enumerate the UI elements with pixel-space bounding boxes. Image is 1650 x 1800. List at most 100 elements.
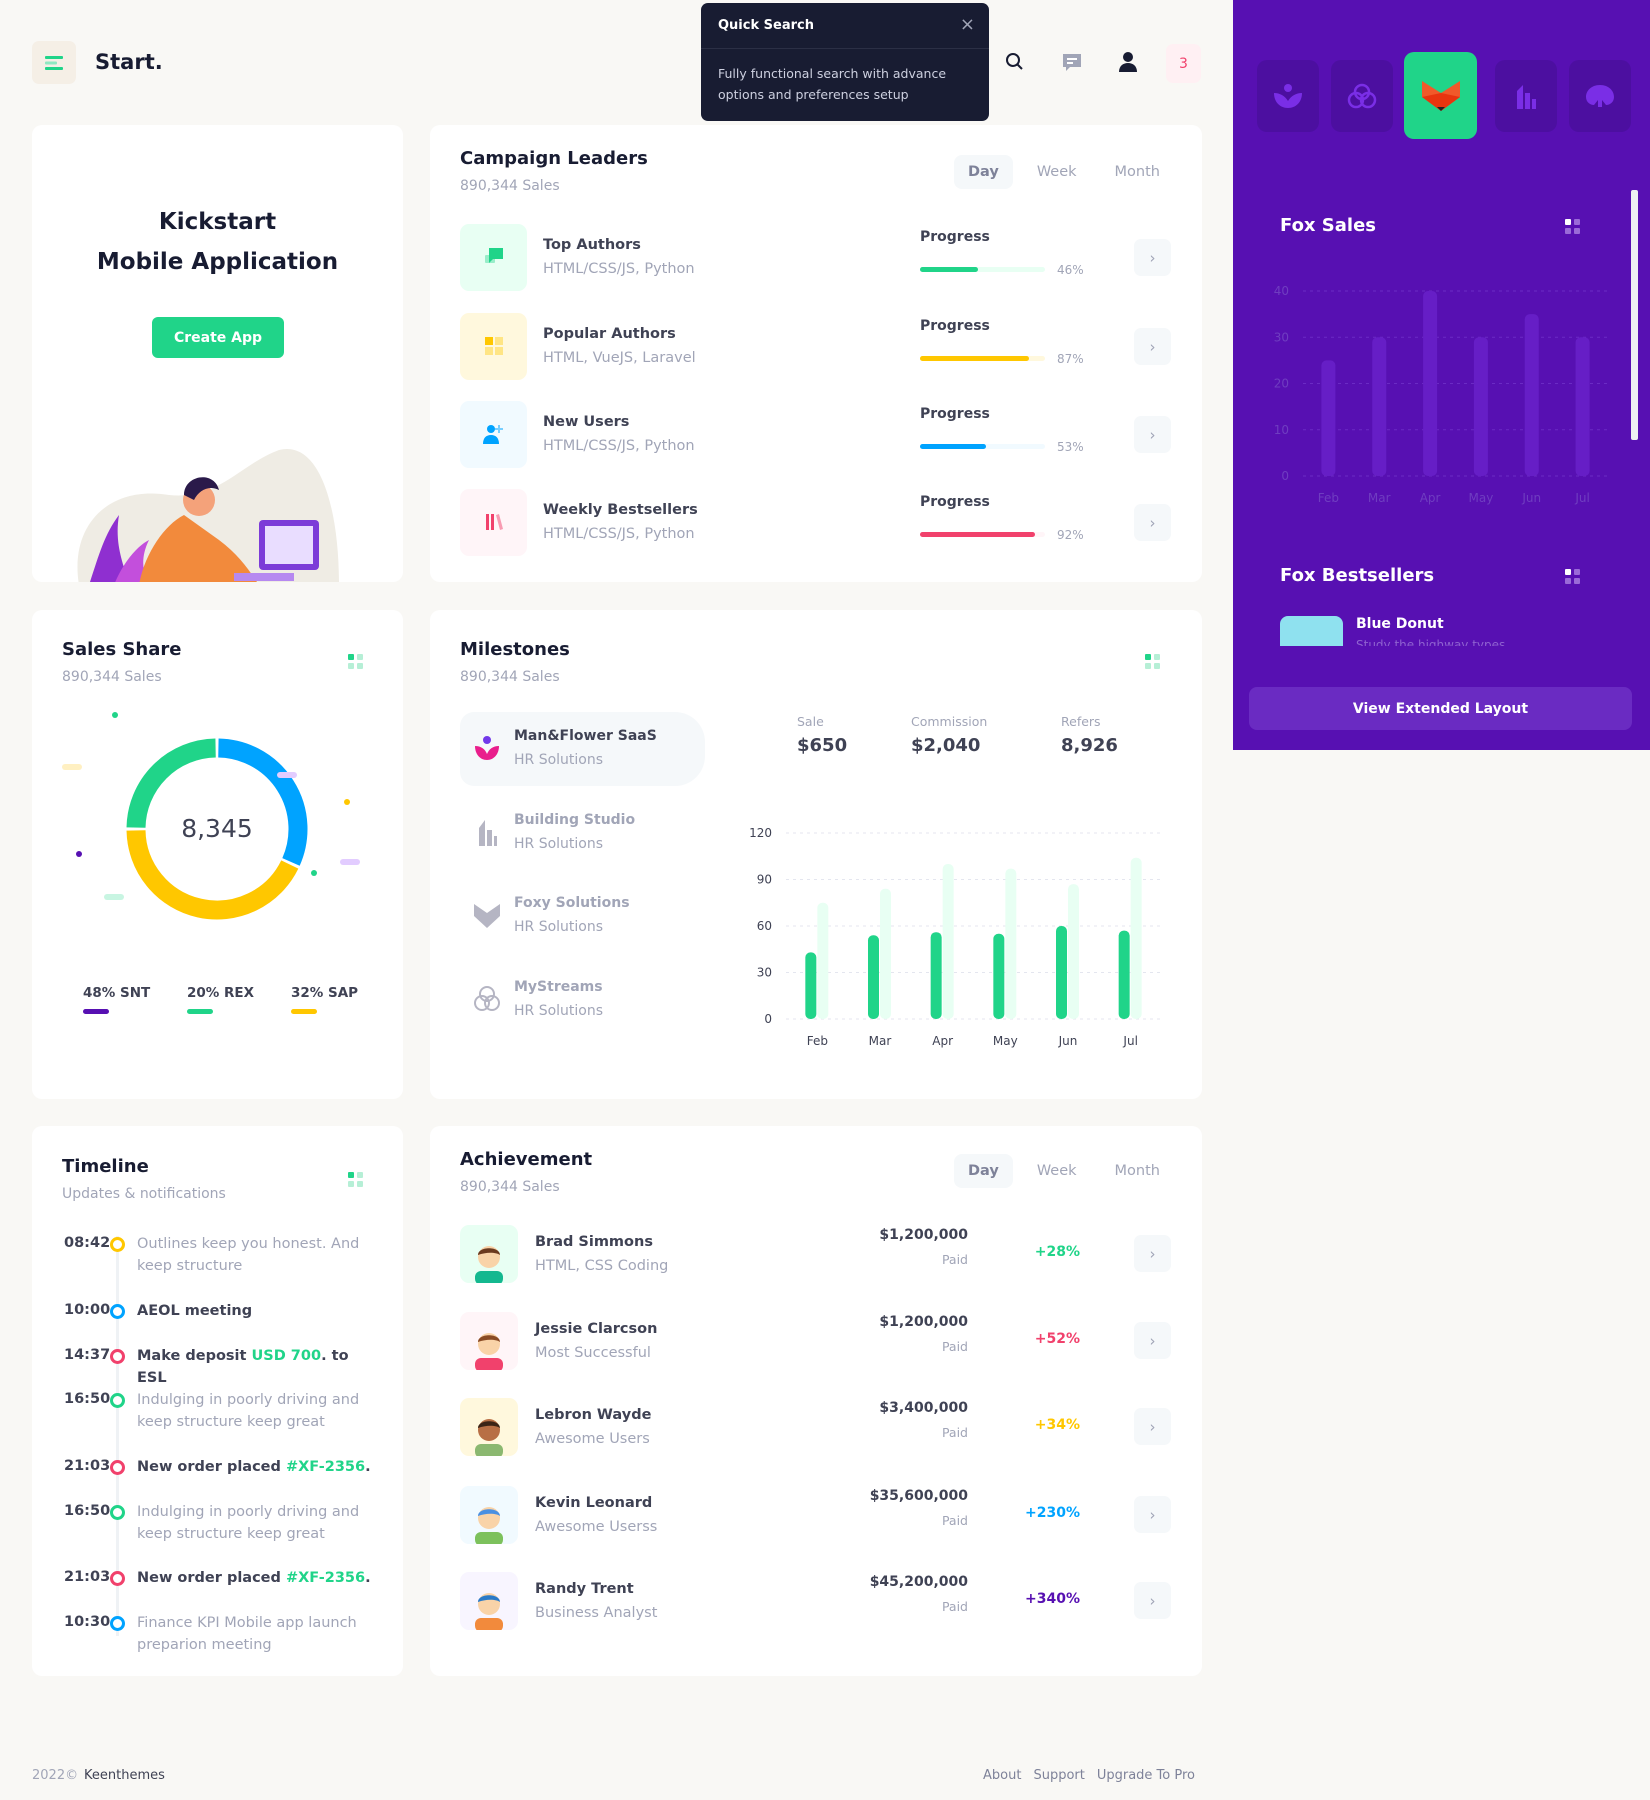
card-title: Timeline	[62, 1156, 149, 1177]
legend-label: 48% SNT	[83, 985, 151, 1001]
footer-company-link[interactable]: Keenthemes	[84, 1768, 165, 1783]
notification-badge[interactable]: 3	[1166, 44, 1201, 83]
row-arrow-button[interactable]: ›	[1134, 1582, 1171, 1619]
progress-percent: 53%	[1057, 440, 1084, 454]
progress-label: Progress	[920, 406, 990, 422]
tab-month[interactable]: Month	[1114, 1163, 1160, 1179]
milestone-name: Building Studio	[514, 812, 636, 828]
stat-label: Sale	[797, 714, 824, 729]
close-icon[interactable]: ×	[959, 14, 975, 35]
y-tick-label: 0	[764, 1012, 772, 1026]
stat-label: Commission	[911, 714, 988, 729]
legend-swatch	[291, 1009, 317, 1014]
timeline-time: 16:50	[64, 1391, 111, 1407]
kickstart-title-line2: Mobile Application	[96, 249, 339, 275]
row-name[interactable]: Top Authors	[543, 237, 641, 253]
row-arrow-button[interactable]: ›	[1134, 1235, 1171, 1272]
tab-month[interactable]: Month	[1114, 164, 1160, 180]
fox-icon	[1421, 80, 1460, 111]
tab-week[interactable]: Week	[1036, 1163, 1077, 1179]
menu-dots-icon[interactable]	[1145, 654, 1160, 669]
progress-label: Progress	[920, 494, 990, 510]
campaign-row: Weekly Bestsellers HTML/CSS/JS, Python Pr…	[460, 488, 1172, 556]
tab-day[interactable]: Day	[953, 155, 1013, 189]
view-extended-layout-button[interactable]: View Extended Layout	[1249, 687, 1632, 730]
app-flower-button[interactable]	[1257, 60, 1319, 132]
confetti-dash	[104, 894, 124, 900]
footer-link-support[interactable]: Support	[1033, 1768, 1085, 1783]
timeline-highlight-link[interactable]: USD 700	[251, 1348, 322, 1364]
menu-dots-icon[interactable]	[1565, 569, 1580, 584]
arrow-right-icon: ›	[1149, 1331, 1156, 1350]
bar-feb	[805, 952, 817, 1019]
app-tree-button[interactable]	[1569, 60, 1631, 132]
footer-link-about[interactable]: About	[983, 1768, 1022, 1783]
avatar	[460, 1312, 518, 1370]
app-fox-button[interactable]	[1404, 52, 1477, 139]
user-icon[interactable]	[1117, 51, 1139, 77]
row-arrow-button[interactable]: ›	[1134, 239, 1171, 276]
milestone-item[interactable]: Building Studio HR Solutions	[470, 806, 635, 858]
menu-button[interactable]	[32, 41, 76, 84]
tab-day[interactable]: Day	[953, 1154, 1013, 1188]
panel-scrollbar[interactable]	[1631, 190, 1638, 440]
timeline-highlight-link[interactable]: #XF-2356	[285, 1459, 366, 1475]
milestone-item[interactable]: Man&Flower SaaS HR Solutions	[470, 722, 657, 774]
row-arrow-button[interactable]: ›	[1134, 1322, 1171, 1359]
row-name[interactable]: New Users	[543, 414, 630, 430]
row-arrow-button[interactable]: ›	[1134, 1496, 1171, 1533]
amount-value: $35,600,000	[869, 1488, 968, 1504]
progress-label: Progress	[920, 229, 990, 245]
arrow-right-icon: ›	[1149, 1244, 1156, 1263]
app-streams-button[interactable]	[1331, 60, 1393, 132]
timeline-text: Finance KPI Mobile app launch preparion …	[137, 1612, 377, 1656]
bestseller-thumbnail[interactable]	[1280, 616, 1343, 646]
person-name[interactable]: Kevin Leonard	[535, 1495, 653, 1511]
milestone-item[interactable]: MyStreams HR Solutions	[470, 973, 603, 1025]
x-tick-label: May	[1469, 491, 1494, 505]
row-name[interactable]: Weekly Bestsellers	[543, 502, 698, 518]
card-title: Campaign Leaders	[460, 148, 648, 169]
menu-dots-icon[interactable]	[348, 1172, 363, 1187]
menu-dots-icon[interactable]	[348, 654, 363, 669]
person-name[interactable]: Jessie Clarcson	[535, 1321, 658, 1337]
timeline-text: Indulging in poorly driving and keep str…	[137, 1501, 377, 1545]
milestone-name: Man&Flower SaaS	[514, 728, 657, 744]
bar-mar	[868, 935, 879, 1019]
timeline-text-pre: Make deposit	[137, 1348, 252, 1364]
chat-icon[interactable]	[1061, 52, 1083, 78]
row-name[interactable]: Popular Authors	[543, 326, 676, 342]
app-building-button[interactable]	[1495, 60, 1557, 132]
create-app-button[interactable]: Create App	[152, 317, 284, 358]
timeline-highlight-link[interactable]: #XF-2356	[285, 1570, 366, 1586]
donut-segment	[126, 738, 217, 829]
person-name[interactable]: Randy Trent	[535, 1581, 634, 1597]
row-arrow-button[interactable]: ›	[1134, 328, 1171, 365]
row-arrow-button[interactable]: ›	[1134, 504, 1171, 541]
menu-dots-icon[interactable]	[1565, 219, 1580, 234]
tab-week[interactable]: Week	[1036, 164, 1077, 180]
quick-search-popover: Quick Search × Fully functional search w…	[701, 3, 989, 121]
footer-link-upgrade[interactable]: Upgrade To Pro	[1096, 1768, 1195, 1783]
footer-links: About Support Upgrade To Pro	[983, 1768, 1195, 1783]
row-arrow-button[interactable]: ›	[1134, 416, 1171, 453]
y-tick-label: 30	[757, 966, 772, 980]
person-name[interactable]: Brad Simmons	[535, 1234, 653, 1250]
campaign-row: New Users HTML/CSS/JS, Python Progress 53…	[460, 400, 1172, 468]
achievement-row: Brad Simmons HTML, CSS Coding $1,200,000 …	[460, 1225, 1172, 1283]
avatar	[460, 1398, 518, 1456]
confetti-dot	[311, 870, 317, 876]
row-arrow-button[interactable]: ›	[1134, 1408, 1171, 1445]
building-icon	[1517, 85, 1536, 109]
menu-icon	[45, 55, 63, 70]
timeline-text: New order placed #XF-2356.	[137, 1567, 377, 1589]
timeline-time: 10:00	[64, 1302, 111, 1318]
timeline-text-body: Finance KPI Mobile app launch preparion …	[137, 1615, 357, 1653]
timeline-text: New order placed #XF-2356.	[137, 1456, 377, 1478]
person-name[interactable]: Lebron Wayde	[535, 1407, 652, 1423]
search-icon[interactable]	[1005, 52, 1025, 76]
milestone-item[interactable]: Foxy Solutions HR Solutions	[470, 889, 630, 941]
bestseller-name[interactable]: Blue Donut	[1356, 616, 1444, 632]
y-tick-label: 120	[749, 826, 772, 840]
campaign-row: Popular Authors HTML, VueJS, Laravel Prog…	[460, 312, 1172, 380]
